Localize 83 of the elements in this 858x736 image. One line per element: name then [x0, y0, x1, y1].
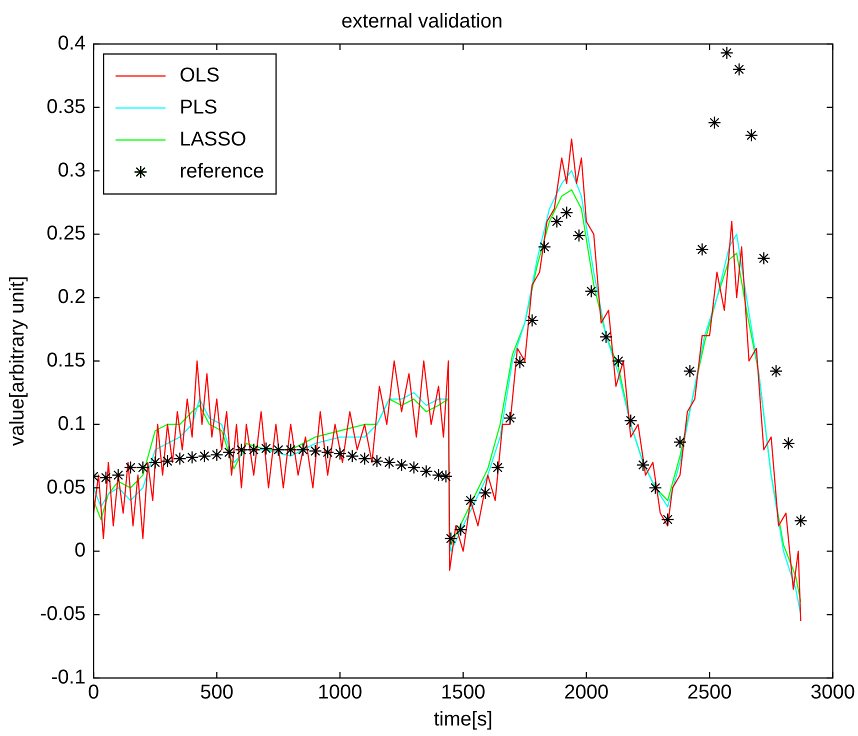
point: [382, 456, 396, 470]
point: [173, 452, 186, 466]
point: [222, 446, 236, 459]
x-tick-label: 2000: [564, 682, 609, 704]
x-tick-label: 1000: [318, 682, 362, 704]
point: [584, 284, 598, 298]
point: [272, 443, 285, 456]
point: [148, 456, 162, 470]
y-tick-label: 0.4: [58, 32, 86, 55]
y-tick-label: 0.25: [46, 222, 86, 245]
point: [624, 414, 638, 428]
point: [296, 443, 310, 456]
y-axis-title: value[arbitrary unit]: [6, 276, 29, 446]
legend-label: PLS: [180, 96, 218, 119]
y-tick-label: 0.1: [58, 412, 86, 435]
x-tick-label: 500: [200, 682, 234, 704]
y-tick-label: 0.05: [46, 476, 86, 498]
y-tick-label: 0.15: [46, 350, 86, 372]
point: [333, 446, 347, 460]
point: [346, 450, 359, 463]
y-tick-label: -0.05: [40, 603, 86, 626]
point: [370, 454, 384, 468]
point: [439, 470, 453, 483]
point: [478, 486, 492, 500]
legend-label: OLS: [180, 64, 220, 87]
point: [99, 471, 113, 484]
point: [321, 446, 334, 459]
point: [538, 240, 552, 254]
point: [432, 468, 446, 482]
point: [560, 206, 574, 220]
chart-title: external validation: [341, 10, 503, 33]
y-tick-label: 0.35: [46, 96, 86, 118]
y-tick-label: 0: [74, 540, 86, 562]
point: [210, 448, 224, 462]
point: [247, 443, 260, 456]
x-axis-title: time[s]: [434, 708, 493, 731]
point: [612, 354, 625, 368]
point: [112, 468, 125, 482]
point: [661, 512, 674, 526]
point: [394, 458, 408, 472]
point: [648, 481, 662, 494]
x-tick-label: 1500: [440, 682, 486, 704]
point: [572, 228, 586, 242]
y-tick-label: -0.1: [51, 666, 86, 689]
point: [503, 411, 517, 425]
point: [673, 436, 687, 449]
x-tick-label: 3000: [810, 682, 856, 704]
point: [124, 460, 138, 474]
point: [696, 242, 709, 256]
point: [284, 443, 298, 456]
point: [744, 128, 758, 142]
point: [160, 454, 174, 468]
point: [358, 452, 372, 466]
point: [491, 460, 504, 474]
point: [420, 464, 433, 478]
y-tick-label: 0.3: [58, 159, 86, 182]
point: [259, 442, 273, 456]
point: [550, 214, 564, 228]
legend-label: LASSO: [180, 128, 246, 151]
point: [732, 62, 746, 76]
point: [782, 436, 796, 450]
point: [769, 364, 783, 378]
point: [794, 514, 808, 528]
point: [186, 450, 199, 464]
point: [308, 444, 322, 458]
point: [407, 460, 420, 474]
point: [757, 252, 770, 265]
x-tick-label: 2500: [687, 682, 732, 704]
point: [636, 458, 650, 472]
point: [513, 356, 526, 369]
point: [464, 494, 478, 508]
point: [720, 46, 734, 60]
point: [444, 532, 458, 546]
point: [599, 330, 613, 344]
legend-label: reference: [180, 160, 264, 183]
point: [683, 364, 696, 378]
point: [136, 460, 150, 474]
point: [454, 523, 468, 536]
point: [708, 116, 722, 130]
point: [198, 450, 212, 463]
y-tick-label: 0.2: [58, 286, 86, 308]
point: [234, 443, 248, 456]
point: [526, 314, 539, 328]
